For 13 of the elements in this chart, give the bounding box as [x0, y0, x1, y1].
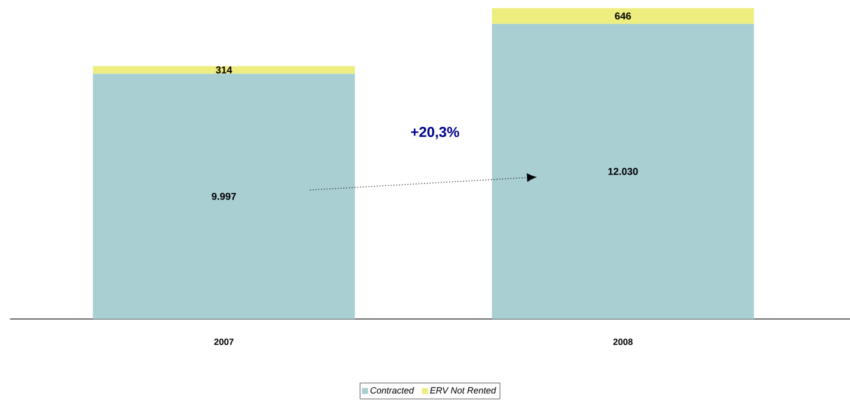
data-label: 646 [614, 12, 631, 20]
data-label: 9.997 [212, 192, 236, 200]
bar [92, 74, 355, 319]
data-label: 314 [216, 66, 232, 74]
bar [92, 66, 355, 74]
legend-label: Contracted [370, 386, 414, 394]
bar [492, 24, 754, 319]
legend-label: ERV Not Rented [430, 386, 496, 394]
x-tick-label: 2008 [613, 338, 633, 345]
data-label: 12.030 [608, 168, 638, 175]
annotation: +20,3% [411, 126, 460, 140]
x-tick-label: 2007 [214, 338, 234, 345]
bar [492, 8, 754, 24]
